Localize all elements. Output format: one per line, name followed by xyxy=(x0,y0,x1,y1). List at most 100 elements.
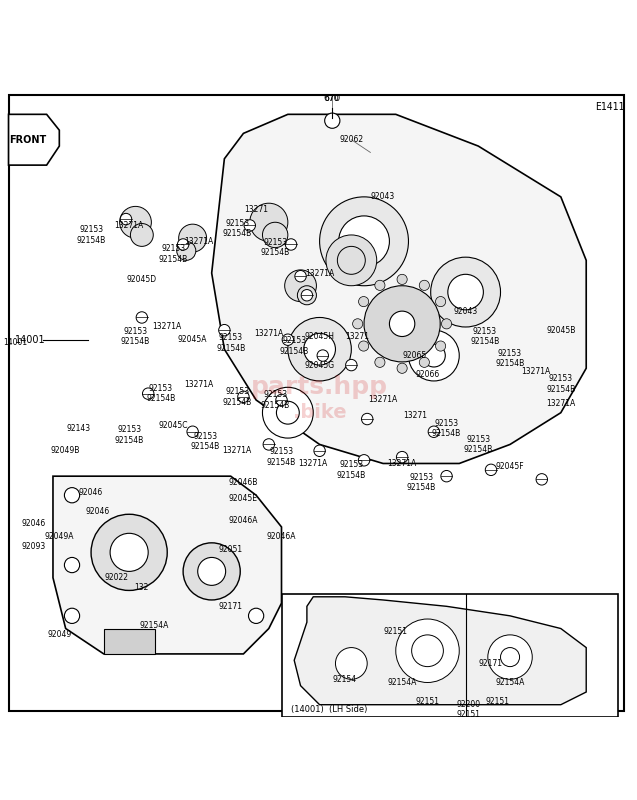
Polygon shape xyxy=(211,114,586,463)
Circle shape xyxy=(178,224,206,252)
Text: 13271A: 13271A xyxy=(521,367,550,376)
Text: 13271A: 13271A xyxy=(184,380,213,389)
Text: 92049A: 92049A xyxy=(45,532,74,541)
Circle shape xyxy=(244,220,255,231)
Text: 92171: 92171 xyxy=(473,659,497,668)
Text: 92065: 92065 xyxy=(403,351,427,360)
Circle shape xyxy=(263,438,275,450)
Circle shape xyxy=(282,334,294,346)
Circle shape xyxy=(325,113,340,128)
Text: 13271A: 13271A xyxy=(254,329,283,338)
Circle shape xyxy=(285,270,317,302)
Text: 92153
92154B: 92153 92154B xyxy=(337,460,366,479)
Text: 92045H: 92045H xyxy=(304,332,334,341)
Circle shape xyxy=(419,280,429,290)
Circle shape xyxy=(488,635,533,679)
Text: 92151: 92151 xyxy=(383,627,408,636)
Circle shape xyxy=(359,341,369,351)
Circle shape xyxy=(136,312,148,323)
Text: 92045G: 92045G xyxy=(304,361,334,370)
Circle shape xyxy=(187,426,198,438)
Text: 92153
92154B: 92153 92154B xyxy=(546,374,575,394)
Circle shape xyxy=(64,608,80,623)
Text: 92022: 92022 xyxy=(104,574,129,582)
Circle shape xyxy=(314,445,326,457)
Text: 92046A: 92046A xyxy=(229,516,258,525)
Text: 92153
92154B: 92153 92154B xyxy=(406,473,436,492)
Text: 92043: 92043 xyxy=(371,192,395,202)
Polygon shape xyxy=(294,597,586,705)
Circle shape xyxy=(501,647,520,666)
Text: 92153
92154B: 92153 92154B xyxy=(261,390,290,410)
Text: 92045C: 92045C xyxy=(159,421,189,430)
Circle shape xyxy=(131,223,154,246)
Text: .bike: .bike xyxy=(293,403,347,422)
Circle shape xyxy=(338,246,365,274)
Text: 92153
92154B: 92153 92154B xyxy=(470,327,499,346)
Text: 92143: 92143 xyxy=(66,424,90,433)
Text: 92066: 92066 xyxy=(415,370,440,379)
Circle shape xyxy=(364,286,440,362)
Text: 13271: 13271 xyxy=(346,332,369,341)
Circle shape xyxy=(359,297,369,306)
Text: 92062: 92062 xyxy=(340,135,363,144)
Bar xyxy=(282,594,618,718)
Circle shape xyxy=(120,206,152,238)
Circle shape xyxy=(396,451,408,463)
Circle shape xyxy=(288,318,352,381)
Text: 92049: 92049 xyxy=(47,630,71,639)
Text: 92171: 92171 xyxy=(479,659,503,668)
Circle shape xyxy=(346,359,357,370)
Circle shape xyxy=(485,464,497,475)
Circle shape xyxy=(183,543,240,600)
Text: 92045F: 92045F xyxy=(496,462,524,471)
Polygon shape xyxy=(8,114,59,165)
Circle shape xyxy=(276,394,287,406)
Text: 92154A: 92154A xyxy=(387,678,417,687)
Text: 92153
92154B: 92153 92154B xyxy=(159,244,188,264)
Circle shape xyxy=(285,238,297,250)
Text: 92051: 92051 xyxy=(218,545,243,554)
Text: 670: 670 xyxy=(324,94,341,103)
Text: 92154A: 92154A xyxy=(496,672,525,681)
Circle shape xyxy=(176,242,196,260)
Text: 92151: 92151 xyxy=(479,690,503,700)
Circle shape xyxy=(397,363,407,374)
Text: 92045B: 92045B xyxy=(546,326,575,334)
Circle shape xyxy=(336,647,367,679)
Text: FRONT: FRONT xyxy=(9,134,47,145)
Bar xyxy=(104,629,155,654)
Polygon shape xyxy=(53,476,282,654)
Text: 92154: 92154 xyxy=(333,675,357,684)
Text: 92153
92154B: 92153 92154B xyxy=(432,419,461,438)
Circle shape xyxy=(408,330,459,381)
Text: 92154: 92154 xyxy=(333,675,357,684)
Circle shape xyxy=(262,387,313,438)
Text: 13271A: 13271A xyxy=(115,221,144,230)
Text: 92153
92154B: 92153 92154B xyxy=(222,387,252,406)
Text: (14001)  (LH Side): (14001) (LH Side) xyxy=(291,705,368,714)
Circle shape xyxy=(262,222,288,248)
Text: 92171: 92171 xyxy=(218,602,243,611)
Circle shape xyxy=(143,388,154,399)
Text: 92153
92154B: 92153 92154B xyxy=(267,447,296,467)
Text: parts.hpp: parts.hpp xyxy=(251,375,388,399)
Text: 92046: 92046 xyxy=(85,506,110,515)
Circle shape xyxy=(177,238,189,250)
Circle shape xyxy=(359,454,369,466)
Circle shape xyxy=(197,558,225,586)
Circle shape xyxy=(389,311,415,337)
Text: 92153
92154B: 92153 92154B xyxy=(76,226,106,245)
Text: 92151: 92151 xyxy=(485,697,510,706)
Text: 13271A: 13271A xyxy=(299,459,328,468)
Text: 92046: 92046 xyxy=(79,487,103,497)
Text: 92154A: 92154A xyxy=(496,678,525,687)
Text: 13271A: 13271A xyxy=(153,322,182,331)
Text: 92093: 92093 xyxy=(22,542,46,550)
Circle shape xyxy=(412,635,443,666)
Text: 92153
92154B: 92153 92154B xyxy=(190,431,220,451)
Circle shape xyxy=(304,334,336,365)
Circle shape xyxy=(64,488,80,503)
Circle shape xyxy=(218,325,230,336)
Text: 13271: 13271 xyxy=(244,205,268,214)
